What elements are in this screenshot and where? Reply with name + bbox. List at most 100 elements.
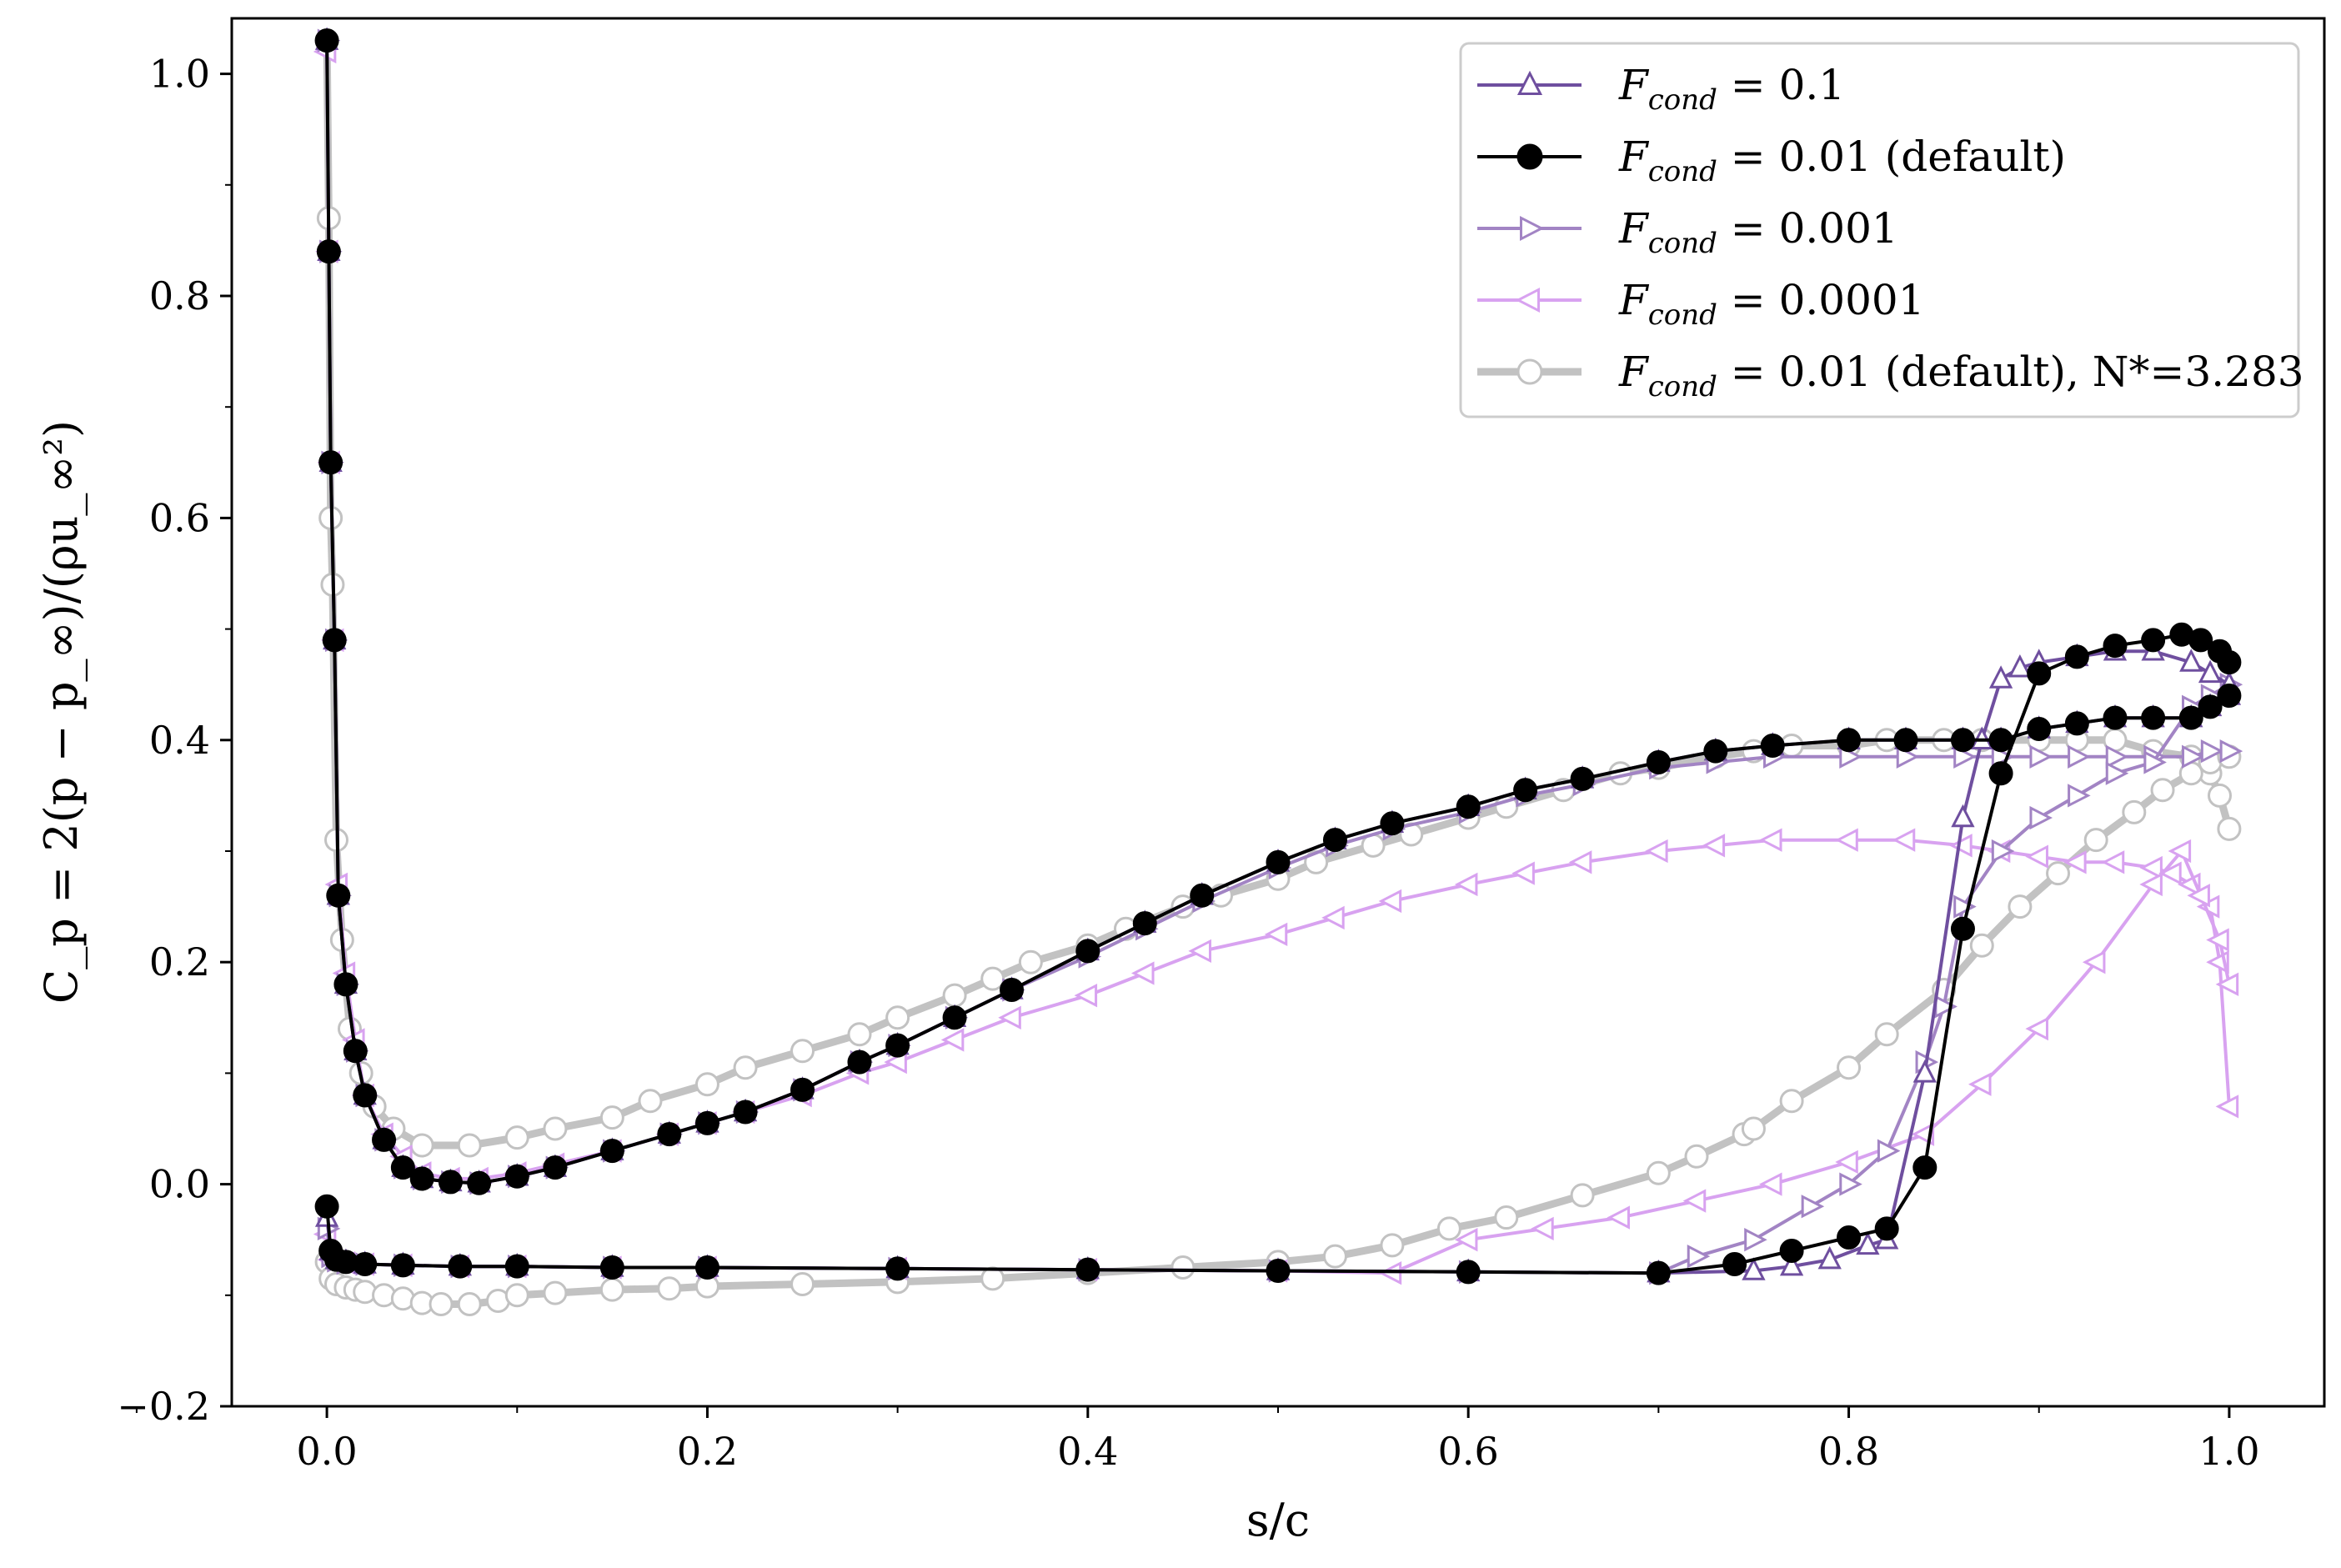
series-2-lower-point: [1874, 1216, 1899, 1241]
series-4-upper-point: [1074, 984, 1098, 1008]
series-3-lower-point: [2105, 761, 2129, 785]
series-4-lower-point: [1607, 1205, 1630, 1230]
series-3-lower-point: [1801, 1195, 1825, 1219]
series-5-lower-point: [2046, 861, 2071, 886]
series-1-lower-point: [1742, 1257, 1766, 1280]
series-3-upper-point: [2182, 744, 2205, 769]
series-2-lower-point: [1837, 1225, 1862, 1250]
series-4-upper-point: [1511, 861, 1535, 885]
series-4-upper-point: [2101, 850, 2125, 874]
series-5-upper-point: [2208, 783, 2232, 808]
series-4-upper-point: [1758, 828, 1782, 852]
series-4-upper-point: [1321, 905, 1345, 930]
series-5-upper-point: [409, 1133, 434, 1158]
series-4-lower-point: [2082, 950, 2106, 974]
series-2-lower-point: [353, 1252, 378, 1277]
series-4-upper-point: [1949, 834, 1973, 858]
x-tick-label: 0.2: [677, 1429, 738, 1474]
series-2-upper-point: [885, 1033, 910, 1058]
legend-label: Fcond = 0.01 (default): [1618, 133, 2066, 188]
series-3-lower-point: [1687, 1245, 1711, 1269]
series-2-lower-point: [2217, 650, 2242, 675]
series-2-upper-point: [314, 28, 339, 53]
series-5-lower-point: [790, 1271, 815, 1296]
series-2-lower-point: [1722, 1252, 1747, 1277]
series-2-upper-point: [409, 1166, 434, 1191]
series-5-lower-point: [599, 1277, 624, 1302]
series-5-lower-point: [457, 1291, 482, 1316]
series-2-upper-point: [343, 1039, 368, 1064]
series-2-upper-point: [1703, 739, 1728, 764]
y-axis-label: C_p = 2(p − p_∞)/(ρu_∞²): [35, 420, 88, 1004]
series-3-upper-point: [2105, 744, 2129, 769]
series-5-upper-point: [457, 1133, 482, 1158]
series-5-upper-point: [504, 1125, 529, 1150]
series-3-lower-point: [1991, 839, 2015, 864]
series-2-upper-point: [2217, 684, 2242, 709]
series-2-upper-point: [353, 1083, 378, 1108]
series-4-upper-point: [1702, 834, 1726, 858]
series-5-lower-point: [1494, 1205, 1519, 1230]
series-5-lower-point: [1436, 1216, 1461, 1241]
series-2-upper-point: [1190, 883, 1215, 908]
series-2-upper-point: [467, 1170, 492, 1195]
series-4-upper-point: [1892, 828, 1916, 852]
x-tick-label: 0.4: [1057, 1429, 1118, 1474]
series-4-upper-point: [1264, 922, 1288, 947]
y-tick-label: 0.4: [149, 718, 210, 763]
series-4-lower-point: [1758, 1172, 1782, 1196]
series-4-upper-point: [1645, 839, 1668, 864]
series-2-lower-point: [1075, 1257, 1100, 1282]
x-tick-label: 0.0: [297, 1429, 358, 1474]
series-2-upper-point: [1456, 794, 1481, 819]
series-5-lower-point: [1570, 1183, 1595, 1208]
series-2-lower-point: [1266, 1258, 1291, 1283]
y-tick-label: 0.0: [149, 1162, 210, 1207]
series-5-upper-point: [2217, 816, 2242, 841]
series-4-upper-point: [2139, 855, 2163, 880]
x-axis-label: s/c: [1246, 1494, 1310, 1546]
legend-marker: [1515, 287, 1540, 313]
series-1-lower-point: [2008, 654, 2033, 678]
y-tick-label: 0.6: [149, 495, 210, 540]
series-2-upper-point: [847, 1050, 872, 1075]
series-5-lower-line: [323, 753, 2233, 1308]
series-2-upper-point: [333, 972, 358, 997]
series-5-upper-point: [733, 1055, 758, 1080]
series-3-upper-point: [2029, 744, 2053, 769]
series-2-upper-point: [326, 883, 351, 908]
series-5-lower-point: [2150, 778, 2175, 803]
series-2-upper-point: [733, 1100, 758, 1125]
series-1-lower-point: [1779, 1252, 1804, 1276]
series-2-upper-point: [1380, 811, 1405, 836]
series-2-lower-point: [314, 1194, 339, 1219]
series-5-lower-point: [2008, 894, 2033, 919]
series-2-upper-point: [1266, 849, 1291, 874]
series-4-upper-point: [2158, 861, 2182, 885]
y-tick-label: 1.0: [149, 52, 210, 97]
series-5-lower-point: [1779, 1089, 1804, 1114]
legend-entry-1: Fcond = 0.1: [1477, 61, 1845, 117]
series-4-upper-point: [1835, 828, 1858, 852]
series-2-upper-point: [2064, 711, 2089, 736]
series-1-lower-point: [2198, 659, 2223, 684]
series-2-upper-point: [2103, 705, 2128, 730]
legend-marker: [1520, 215, 1545, 242]
x-tick-label: 1.0: [2198, 1429, 2259, 1474]
series-4-upper-point: [998, 1005, 1021, 1029]
legend-label: Fcond = 0.0001: [1618, 276, 1925, 332]
series-1-lower-point: [1817, 1245, 1842, 1270]
series-2-upper-point: [316, 239, 341, 264]
series-2-lower-point: [2188, 628, 2213, 653]
series-2-upper-point: [1322, 828, 1347, 853]
series-4-lower-point: [2139, 872, 2163, 897]
series-2-lower-point: [1988, 761, 2013, 786]
y-tick-label: 0.8: [149, 273, 210, 318]
series-5-lower-point: [429, 1291, 454, 1316]
series-2-upper-point: [1570, 766, 1595, 791]
series-4-lower-point: [2025, 1016, 2048, 1041]
series-2-lower-point: [2064, 644, 2089, 669]
series-2-lower-point: [1646, 1260, 1671, 1285]
series-4-lower-point: [1968, 1072, 1992, 1096]
series-3-lower-point: [2143, 750, 2167, 774]
